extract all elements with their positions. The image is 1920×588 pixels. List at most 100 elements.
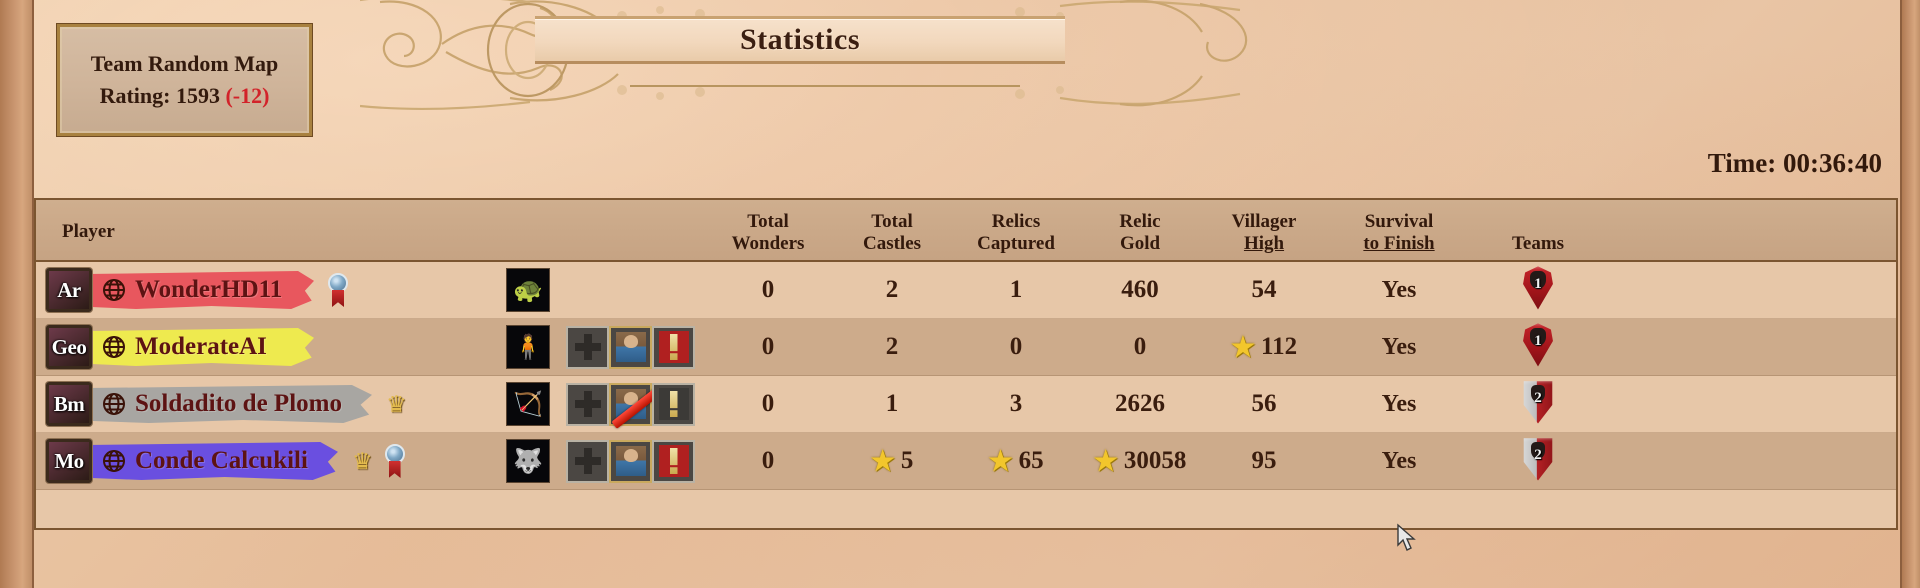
globe-icon bbox=[103, 393, 125, 415]
civilization-abbr: Mo bbox=[54, 448, 84, 473]
globe-icon bbox=[103, 450, 125, 472]
player-name: Soldadito de Plomo bbox=[135, 390, 342, 417]
cell-relics-captured: 1 bbox=[1009, 276, 1023, 303]
table-row[interactable]: Geo ModerateAI 🧍 0 2 0 0 ★ 112 Yes 1 bbox=[36, 319, 1896, 376]
cell-relic-gold: 460 bbox=[1121, 276, 1159, 303]
tech-plus-icon bbox=[566, 382, 609, 426]
player-icons-cell: 🐺 bbox=[506, 439, 706, 483]
player-cell[interactable]: Mo Conde Calcukili ♛ bbox=[36, 439, 506, 483]
cell-total-wonders: 0 bbox=[761, 276, 775, 303]
statistics-table: Player Total Wonders Total Castles Relics C… bbox=[34, 198, 1898, 530]
player-name: ModerateAI bbox=[135, 333, 267, 360]
tech-flag-red-icon bbox=[652, 439, 695, 483]
civilization-badge: Bm bbox=[46, 382, 92, 426]
cell-team: 1 bbox=[1472, 323, 1604, 372]
civilization-abbr: Ar bbox=[57, 277, 81, 302]
team-crest: 2 bbox=[1521, 380, 1555, 424]
cell-villager-high: 95 bbox=[1251, 447, 1277, 474]
team-number: 2 bbox=[1534, 447, 1542, 463]
header-total-wonders: Total Wonders bbox=[731, 211, 805, 254]
statistics-title-plaque: Statistics bbox=[535, 16, 1065, 64]
tech-plus-icon bbox=[566, 325, 609, 369]
rating-delta: (-12) bbox=[225, 83, 270, 108]
header-teams: Teams bbox=[1511, 232, 1565, 254]
player-icons-cell: 🏹 bbox=[506, 382, 706, 430]
table-body: Ar WonderHD11 🐢 0 2 1 460 54 Yes 1 Geo ModerateAI 🧍 0… bbox=[36, 262, 1896, 528]
tech-icon-group bbox=[566, 382, 695, 430]
militia-icon: 🧍 bbox=[506, 325, 550, 369]
best-stat-star-icon: ★ bbox=[1230, 331, 1256, 362]
cell-relic-gold: ★ 30058 bbox=[1093, 445, 1187, 476]
player-name: WonderHD11 bbox=[135, 276, 283, 303]
header-player: Player bbox=[62, 220, 115, 242]
table-row[interactable]: Ar WonderHD11 🐢 0 2 1 460 54 Yes 1 bbox=[36, 262, 1896, 319]
best-stat-star-icon: ★ bbox=[1093, 445, 1118, 476]
team-crest: 2 bbox=[1521, 437, 1555, 481]
player-cell[interactable]: Bm Soldadito de Plomo ♛ bbox=[36, 382, 506, 426]
cell-relic-gold: 0 bbox=[1133, 333, 1147, 360]
civilization-badge: Geo bbox=[46, 325, 92, 369]
match-timer: Time: 00:36:40 bbox=[1707, 148, 1882, 178]
team-crest: 1 bbox=[1521, 323, 1555, 367]
cell-relic-gold: 2626 bbox=[1115, 390, 1165, 417]
game-mode-label: Team Random Map bbox=[90, 51, 279, 77]
cell-relics-captured: ★ 65 bbox=[988, 445, 1044, 476]
tech-icon-group bbox=[566, 325, 695, 369]
player-icons-cell: 🧍 bbox=[506, 325, 706, 369]
cell-total-wonders: 0 bbox=[761, 390, 775, 417]
player-name-banner: Soldadito de Plomo bbox=[86, 385, 372, 423]
cell-villager-high: 56 bbox=[1251, 390, 1277, 417]
cell-survival-to-finish: Yes bbox=[1381, 390, 1417, 417]
header-villager-high: Villager High bbox=[1231, 211, 1297, 254]
civilization-abbr: Bm bbox=[53, 391, 85, 416]
player-award-badges: ♛ bbox=[386, 393, 407, 416]
header-survival-to-finish: Survival to Finish bbox=[1363, 211, 1435, 254]
header-total-castles: Total Castles bbox=[862, 211, 922, 254]
tech-face-icon bbox=[609, 325, 652, 369]
globe-icon bbox=[103, 279, 125, 301]
table-header-row: Player Total Wonders Total Castles Relics C… bbox=[36, 200, 1896, 262]
cell-total-castles: 2 bbox=[885, 333, 899, 360]
civilization-badge: Ar bbox=[46, 268, 92, 312]
player-name-banner: WonderHD11 bbox=[86, 271, 314, 309]
player-name: Conde Calcukili bbox=[135, 447, 308, 474]
wolf-icon: 🐺 bbox=[506, 439, 550, 483]
table-row[interactable]: Bm Soldadito de Plomo ♛ 🏹 0 1 3 2626 56 Yes 2 bbox=[36, 376, 1896, 433]
cell-villager-high: ★ 112 bbox=[1230, 331, 1298, 362]
rating-panel: Team Random Map Rating: 1593 (-12) bbox=[56, 23, 313, 137]
cell-villager-high: 54 bbox=[1251, 276, 1277, 303]
cell-total-castles: 1 bbox=[885, 390, 899, 417]
medal-icon bbox=[384, 444, 405, 478]
team-number: 2 bbox=[1534, 390, 1542, 406]
left-frame-strip bbox=[0, 0, 34, 588]
cell-total-wonders: 0 bbox=[761, 447, 775, 474]
cell-survival-to-finish: Yes bbox=[1381, 333, 1417, 360]
civilization-abbr: Geo bbox=[51, 334, 87, 359]
crown-icon: ♛ bbox=[385, 391, 407, 417]
player-award-badges bbox=[328, 273, 348, 307]
cell-team: 2 bbox=[1472, 437, 1604, 486]
player-name-banner: ModerateAI bbox=[86, 328, 314, 366]
crown-icon: ♛ bbox=[351, 448, 373, 474]
cell-team: 2 bbox=[1472, 380, 1604, 429]
best-stat-star-icon: ★ bbox=[870, 445, 895, 476]
team-number: 1 bbox=[1534, 333, 1542, 349]
cell-team: 1 bbox=[1472, 266, 1604, 315]
turtle-icon: 🐢 bbox=[506, 268, 550, 312]
table-row[interactable]: Mo Conde Calcukili ♛ 🐺 0 ★ 5 ★ 65 ★ 30058 95 Yes 2 bbox=[36, 433, 1896, 490]
player-cell[interactable]: Geo ModerateAI bbox=[36, 325, 506, 369]
tech-plus-icon bbox=[566, 439, 609, 483]
player-cell[interactable]: Ar WonderHD11 bbox=[36, 268, 506, 312]
cell-survival-to-finish: Yes bbox=[1381, 276, 1417, 303]
header-relic-gold: Relic Gold bbox=[1119, 211, 1161, 254]
cell-total-castles: 2 bbox=[885, 276, 899, 303]
medal-icon bbox=[328, 273, 348, 307]
best-stat-star-icon: ★ bbox=[988, 445, 1013, 476]
team-number: 1 bbox=[1534, 276, 1542, 292]
rating-value: Rating: 1593 bbox=[99, 83, 220, 108]
cell-relics-captured: 3 bbox=[1009, 390, 1023, 417]
tech-face-crossed-icon bbox=[609, 382, 663, 430]
team-crest: 1 bbox=[1521, 266, 1555, 310]
archer-icon: 🏹 bbox=[506, 382, 550, 426]
tech-flag-grey-icon bbox=[652, 382, 695, 426]
